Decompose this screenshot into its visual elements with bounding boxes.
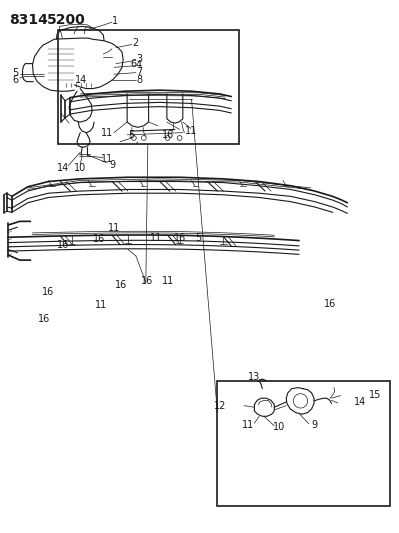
Text: 5: 5 (196, 233, 202, 244)
Text: 1: 1 (112, 16, 118, 26)
Text: 16: 16 (57, 240, 70, 251)
Text: 2: 2 (132, 38, 138, 49)
Text: 11: 11 (185, 126, 197, 136)
Text: 4: 4 (136, 60, 142, 70)
Text: 13: 13 (248, 372, 261, 382)
Text: 5: 5 (128, 130, 134, 140)
Text: 5: 5 (13, 68, 19, 78)
Text: 6: 6 (13, 75, 19, 85)
Text: 3: 3 (136, 54, 142, 64)
Text: 16: 16 (162, 130, 175, 140)
Text: 8314: 8314 (10, 13, 48, 27)
Text: 16: 16 (115, 280, 127, 290)
Text: 11: 11 (242, 420, 254, 430)
Text: 16: 16 (41, 287, 54, 297)
Text: 11: 11 (101, 127, 113, 138)
Text: 12: 12 (214, 401, 226, 410)
Text: 16: 16 (38, 313, 51, 324)
Text: 11: 11 (162, 276, 175, 286)
Text: 14: 14 (57, 163, 70, 173)
Text: 11: 11 (150, 233, 162, 244)
Text: 11: 11 (101, 154, 113, 164)
Text: 10: 10 (273, 422, 285, 432)
Text: 8: 8 (136, 75, 142, 85)
Text: 14: 14 (75, 75, 87, 85)
Text: 16: 16 (93, 234, 105, 244)
Bar (58, 30, 239, 144)
Text: 10: 10 (74, 163, 86, 173)
Text: 16: 16 (174, 233, 187, 244)
Text: 11: 11 (108, 223, 120, 233)
Text: 7: 7 (136, 67, 142, 77)
Text: 5200: 5200 (46, 13, 85, 27)
Text: 16: 16 (141, 277, 153, 286)
Text: 15: 15 (369, 390, 381, 400)
Text: 9: 9 (312, 420, 318, 430)
Text: 11: 11 (95, 300, 107, 310)
Bar (217, 381, 390, 505)
Text: 16: 16 (324, 298, 336, 309)
Text: 9: 9 (109, 159, 115, 169)
Text: 14: 14 (354, 397, 367, 407)
Text: 6: 6 (131, 59, 137, 69)
